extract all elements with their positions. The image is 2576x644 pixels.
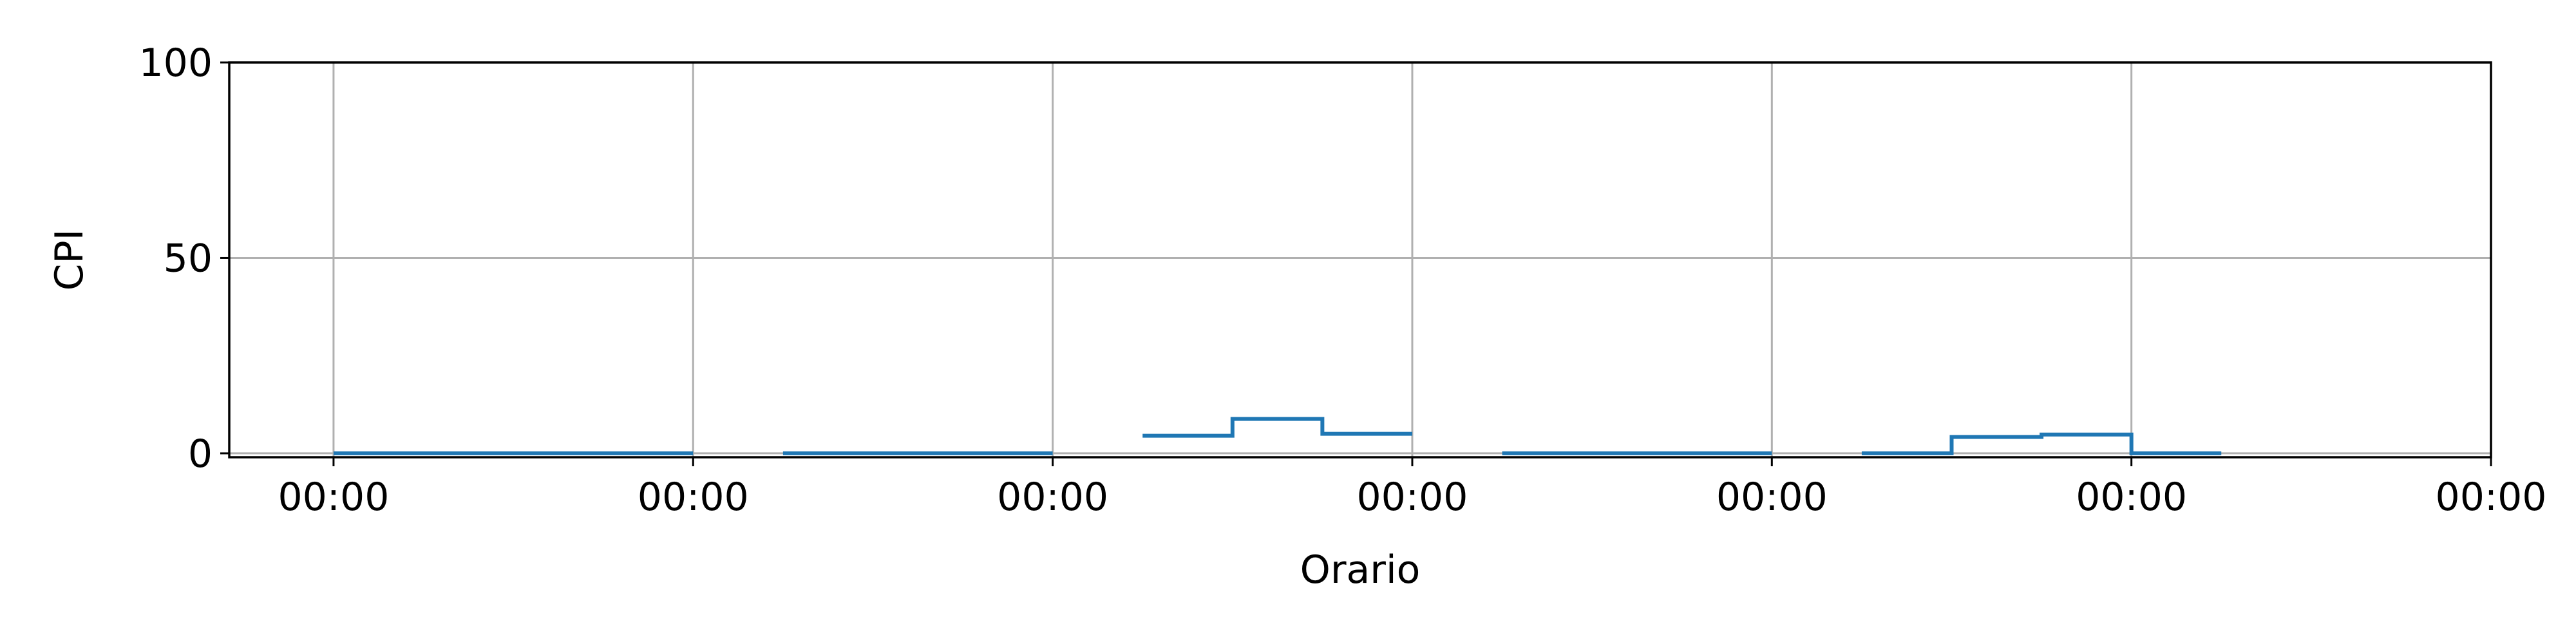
- x-tick-label: 00:00: [1356, 475, 1468, 520]
- y-tick-label: 100: [138, 41, 213, 86]
- x-axis-label: Orario: [1300, 547, 1421, 592]
- y-tick-label: 50: [164, 236, 213, 281]
- x-tick-label: 00:00: [2076, 475, 2187, 520]
- series-layer: [333, 417, 2222, 455]
- x-tick-label: 00:00: [278, 475, 389, 520]
- x-axis: 00:00 00:00 00:00 00:00 00:00 00:00 00:00: [278, 457, 2546, 520]
- x-tick-label: 00:00: [997, 475, 1108, 520]
- y-axis-label: CPI: [47, 229, 92, 291]
- series-line: [1142, 417, 1412, 438]
- x-tick-label: 00:00: [2436, 475, 2547, 520]
- plot-frame: [228, 61, 2492, 459]
- series-line: [1861, 432, 2222, 455]
- x-tick-label: 00:00: [1716, 475, 1828, 520]
- y-tick-label: 0: [188, 431, 213, 477]
- x-tick-label: 00:00: [638, 475, 749, 520]
- y-axis: 0 50 100: [138, 41, 229, 477]
